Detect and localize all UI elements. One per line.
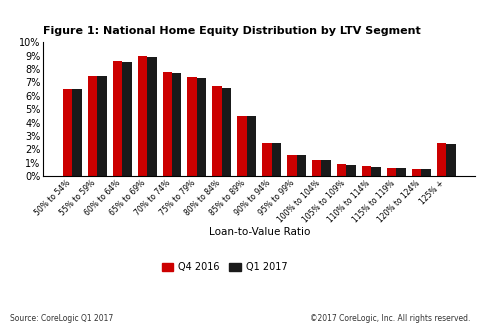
Bar [347, 165, 356, 176]
Bar [212, 86, 222, 176]
Bar [172, 73, 181, 176]
Bar [247, 116, 256, 176]
Bar [287, 155, 297, 176]
Bar [163, 72, 172, 176]
Bar [446, 144, 456, 176]
Bar [312, 160, 322, 176]
Bar [97, 76, 107, 176]
Legend: Q4 2016, Q1 2017: Q4 2016, Q1 2017 [158, 259, 291, 276]
Text: Figure 1: National Home Equity Distribution by LTV Segment: Figure 1: National Home Equity Distribut… [43, 26, 421, 36]
Bar [421, 170, 431, 176]
Text: Source: CoreLogic Q1 2017: Source: CoreLogic Q1 2017 [10, 314, 113, 323]
Bar [122, 62, 132, 176]
Bar [387, 168, 396, 176]
Bar [337, 164, 347, 176]
Bar [437, 143, 446, 176]
Bar [147, 57, 156, 176]
Text: ©2017 CoreLogic, Inc. All rights reserved.: ©2017 CoreLogic, Inc. All rights reserve… [310, 314, 470, 323]
Bar [197, 79, 206, 176]
Bar [262, 143, 272, 176]
Bar [63, 89, 72, 176]
Bar [372, 167, 381, 176]
Bar [72, 89, 82, 176]
Bar [222, 88, 231, 176]
Bar [138, 56, 147, 176]
Bar [362, 166, 372, 176]
X-axis label: Loan-to-Value Ratio: Loan-to-Value Ratio [208, 227, 310, 237]
Bar [297, 155, 306, 176]
Bar [88, 76, 97, 176]
Bar [237, 116, 247, 176]
Bar [272, 143, 281, 176]
Bar [113, 61, 122, 176]
Bar [396, 168, 406, 176]
Bar [412, 170, 421, 176]
Bar [187, 77, 197, 176]
Bar [322, 160, 331, 176]
